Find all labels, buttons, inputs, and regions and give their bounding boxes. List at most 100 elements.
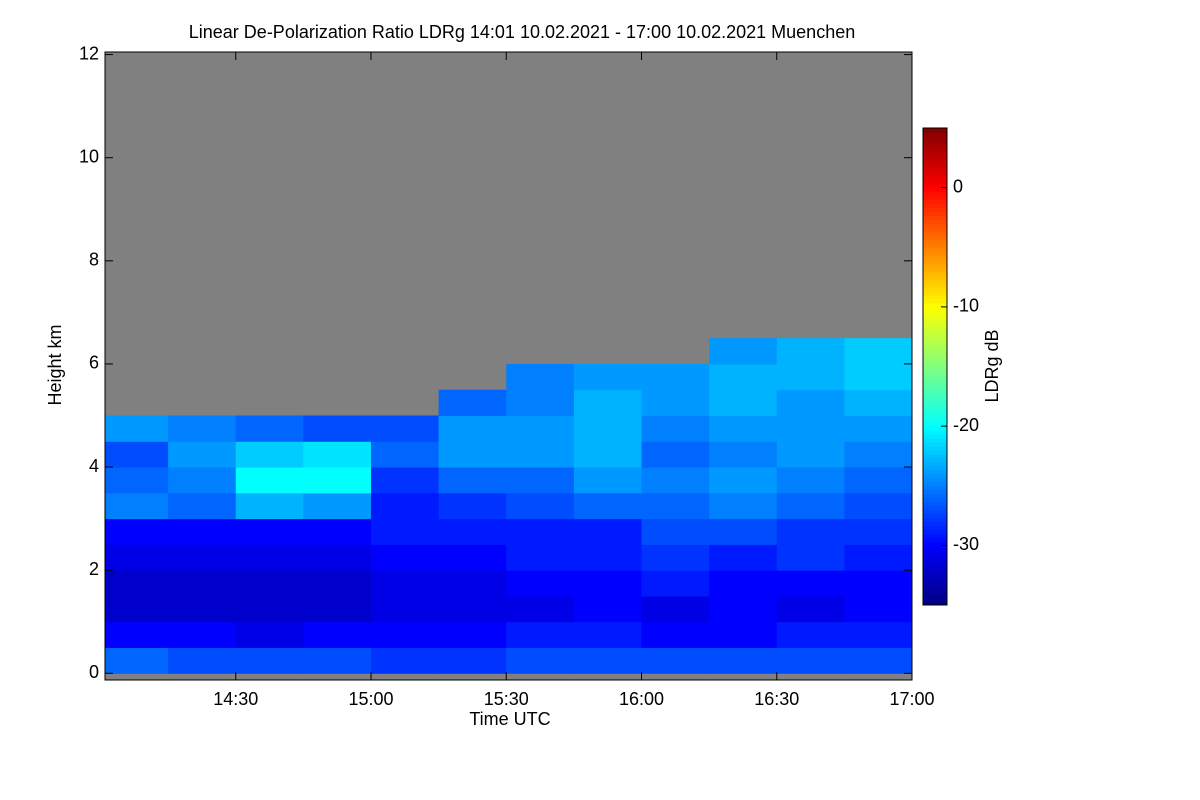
heatmap-cell xyxy=(776,441,845,468)
colorbar-frame xyxy=(922,127,948,606)
heatmap-cell xyxy=(641,363,710,391)
colorbar-segment xyxy=(923,442,947,447)
heatmap-cell xyxy=(844,492,913,520)
heatmap-cell xyxy=(168,441,237,468)
colorbar-segment xyxy=(923,302,947,308)
heatmap-cell xyxy=(235,647,304,674)
colorbar-segment xyxy=(923,545,947,550)
heatmap-cell xyxy=(303,544,372,571)
heatmap-cell xyxy=(573,518,642,545)
colorbar-segment xyxy=(923,513,947,519)
colorbar-segment xyxy=(923,290,947,296)
colorbar-segment xyxy=(923,422,947,427)
colorbar-segment xyxy=(923,521,947,526)
y-tick-label: 8 xyxy=(89,250,99,270)
heatmap-cell xyxy=(235,544,304,571)
heatmap-cell xyxy=(641,647,710,674)
colorbar-segment xyxy=(923,426,947,431)
colorbar-segment xyxy=(923,386,947,391)
heatmap-cell xyxy=(370,441,440,468)
heatmap-cell xyxy=(573,544,642,571)
colorbar-segment xyxy=(923,255,947,260)
heatmap-cell xyxy=(168,415,237,442)
colorbar-segment xyxy=(923,247,947,252)
heatmap-cell xyxy=(641,441,710,468)
colorbar-segment xyxy=(923,557,947,562)
colorbar-segment xyxy=(923,573,947,578)
colorbar-segment xyxy=(923,366,947,371)
heatmap-cell xyxy=(168,621,237,649)
colorbar-segment xyxy=(923,541,947,546)
colorbar-segment xyxy=(923,569,947,574)
colorbar-segment xyxy=(923,398,947,403)
y-tick-label: 12 xyxy=(79,43,99,63)
heatmap-cell xyxy=(370,467,440,494)
colorbar-segment xyxy=(923,382,947,387)
colorbar-segment xyxy=(923,283,947,288)
heatmap-cell xyxy=(235,492,304,520)
heatmap-cell xyxy=(776,492,845,520)
colorbar-label: LDRg dB xyxy=(982,329,1002,402)
heatmap-cell xyxy=(506,570,575,597)
colorbar-segment xyxy=(923,493,947,499)
colorbar-segment xyxy=(923,159,947,165)
heatmap-cell xyxy=(168,595,237,623)
heatmap-cell xyxy=(105,595,169,623)
colorbar-segment xyxy=(923,326,947,332)
colorbar-segment xyxy=(923,342,947,348)
y-tick-label: 10 xyxy=(79,146,99,166)
colorbar-segment xyxy=(923,446,947,451)
heatmap-cell xyxy=(235,518,304,545)
heatmap-cell xyxy=(105,647,169,674)
heatmap-cell xyxy=(303,492,372,520)
colorbar-segment xyxy=(923,589,947,594)
x-axis-label: Time UTC xyxy=(469,709,550,729)
colorbar-segment xyxy=(923,306,947,312)
heatmap-cell xyxy=(438,544,507,571)
heatmap-cell xyxy=(844,647,913,674)
heatmap-cell xyxy=(844,363,913,391)
colorbar-tick-label: -10 xyxy=(953,296,979,316)
colorbar-segment xyxy=(923,294,947,300)
colorbar-segment xyxy=(923,139,947,145)
colorbar-segment xyxy=(923,449,947,455)
colorbar-segment xyxy=(923,505,947,511)
heatmap-cell xyxy=(573,363,642,391)
colorbar-segment xyxy=(923,346,947,352)
x-tick-label: 16:00 xyxy=(619,689,664,709)
heatmap-cell xyxy=(105,544,169,571)
heatmap-cell xyxy=(709,621,778,649)
heatmap-cell xyxy=(844,518,913,545)
colorbar-segment xyxy=(923,477,947,483)
colorbar-segment xyxy=(923,179,947,185)
colorbar-segment xyxy=(923,497,947,503)
colorbar-segment xyxy=(923,549,947,554)
heatmap-cell xyxy=(105,415,169,442)
y-axis-label: Height km xyxy=(45,324,65,405)
colorbar-segment xyxy=(923,167,947,173)
colorbar-segment xyxy=(923,215,947,220)
colorbar-segment xyxy=(923,318,947,324)
heatmap-cell xyxy=(303,621,372,649)
colorbar-segment xyxy=(923,593,947,598)
heatmap-cell xyxy=(844,570,913,597)
colorbar-segment xyxy=(923,473,947,479)
colorbar-segment xyxy=(923,259,947,264)
heatmap-cell xyxy=(438,570,507,597)
heatmap-cell xyxy=(573,570,642,597)
colorbar-segment xyxy=(923,338,947,344)
heatmap-cell xyxy=(303,570,372,597)
colorbar-segment xyxy=(923,128,947,133)
colorbar-segment xyxy=(923,553,947,558)
heatmap-cell xyxy=(105,570,169,597)
heatmap-cell xyxy=(844,338,913,365)
colorbar-segment xyxy=(923,223,947,228)
y-tick-label: 2 xyxy=(89,559,99,579)
colorbar-segment xyxy=(923,585,947,590)
x-tick-label: 15:30 xyxy=(484,689,529,709)
heatmap-cell xyxy=(168,492,237,520)
heatmap-cell xyxy=(303,415,372,442)
heatmap-cell xyxy=(506,647,575,674)
y-tick-label: 6 xyxy=(89,353,99,373)
